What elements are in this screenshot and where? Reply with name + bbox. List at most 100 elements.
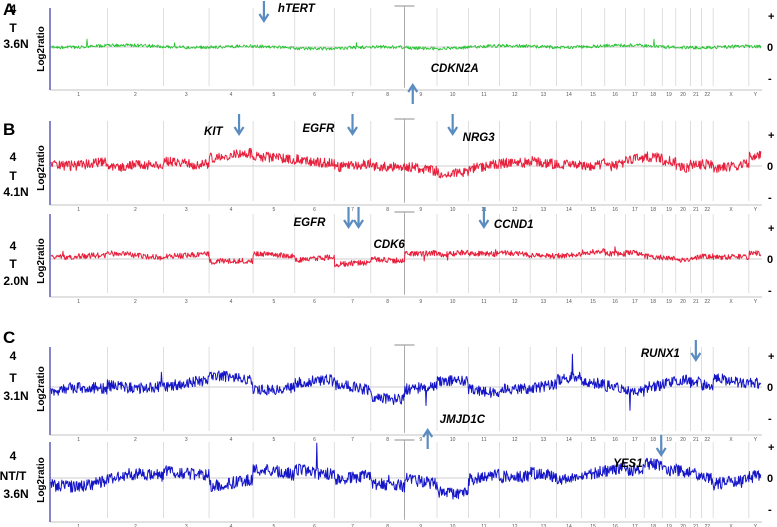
right-axis-tick-zero: 0	[767, 382, 773, 394]
chromosome-tick-label: 17	[632, 299, 638, 305]
log2-ratio-trace	[50, 38, 762, 51]
chromosome-tick-label: 15	[590, 437, 596, 443]
chromosome-tick-label: 9	[419, 207, 422, 213]
chromosome-tick-label: 3	[185, 524, 188, 527]
gene-annotation: YES1	[613, 435, 667, 470]
chromosome-tick-label: 12	[512, 299, 518, 305]
chromosome-tick-label: 21	[693, 524, 699, 527]
y-axis-label: Log2ratio	[36, 366, 47, 412]
gene-annotation: RUNX1	[641, 340, 702, 363]
chromosome-tick-label: X	[729, 207, 733, 213]
chromosome-tick-label: 22	[704, 299, 710, 305]
gene-label: JMJD1C	[440, 414, 486, 426]
chromosome-tick-label: 21	[693, 207, 699, 213]
arrow-head	[447, 126, 459, 137]
sample-label-line2: T	[9, 21, 17, 35]
chromosome-tick-label: 11	[481, 524, 486, 527]
chromosome-tick-label: 14	[566, 92, 572, 98]
arrow-head	[690, 352, 702, 363]
chromosome-tick-label: 2	[134, 524, 137, 527]
chromosome-tick-label: Y	[754, 299, 758, 305]
arrow-head	[233, 126, 245, 137]
chromosome-tick-label: 19	[666, 524, 672, 527]
chromosome-tick-label: 14	[566, 437, 572, 443]
chromosome-tick-label: 15	[590, 524, 596, 527]
y-axis-label: Log2ratio	[36, 145, 47, 191]
right-axis-tick-minus: -	[768, 73, 772, 85]
chromosome-tick-label: 4	[230, 207, 233, 213]
chromosome-tick-label: 10	[450, 524, 456, 527]
sample-label-line2: T	[9, 169, 17, 183]
sample-label-line1: 4	[10, 349, 17, 363]
chromosome-tick-label: Y	[754, 92, 758, 98]
gene-label: NRG3	[463, 132, 496, 144]
chromosome-tick-label: 6	[313, 524, 316, 527]
chromosome-tick-label: 19	[666, 437, 672, 443]
chromosome-tick-label: 1	[77, 92, 80, 98]
right-axis-tick-minus: -	[768, 285, 772, 297]
arrow-head	[343, 219, 354, 230]
chromosome-tick-label: 20	[680, 437, 686, 443]
chromosome-tick-label: 19	[666, 92, 672, 98]
chromosome-tick-label: 2	[134, 92, 137, 98]
gene-label: EGFR	[294, 217, 327, 229]
sample-label-line1: 4	[10, 449, 17, 463]
gene-label: CDKN2A	[431, 63, 479, 75]
cgh-track-2: 12345678910111213141516171819202122XY+0-…	[3, 114, 774, 213]
sample-label-line2: T	[9, 371, 17, 385]
chromosome-tick-label: 17	[632, 524, 638, 527]
right-axis-tick-minus: -	[768, 413, 772, 425]
chromosome-tick-label: 22	[704, 92, 710, 98]
chromosome-tick-label: 14	[566, 524, 572, 527]
chromosome-tick-label: 15	[590, 92, 596, 98]
gene-label: KIT	[204, 126, 224, 138]
chromosome-tick-label: 1	[77, 524, 80, 527]
chromosome-tick-label: 5	[273, 92, 276, 98]
chromosome-tick-label: 15	[590, 207, 596, 213]
chromosome-tick-label: 12	[512, 524, 518, 527]
y-axis-label: Log2ratio	[36, 26, 47, 72]
gene-label: CCND1	[494, 219, 534, 231]
chromosome-tick-label: 4	[230, 437, 233, 443]
chromosome-tick-label: 18	[650, 207, 656, 213]
chromosome-tick-label: 16	[612, 524, 618, 527]
chromosome-tick-label: 8	[386, 524, 389, 527]
chromosome-tick-label: 9	[419, 92, 422, 98]
right-axis-tick-zero: 0	[767, 161, 773, 173]
chromosome-tick-label: 2	[134, 299, 137, 305]
sample-label-line1: 4	[10, 239, 17, 253]
gene-label: hTERT	[278, 3, 316, 15]
chromosome-tick-label: 21	[693, 299, 699, 305]
right-axis-tick-plus: +	[768, 11, 774, 23]
chromosome-tick-label: X	[729, 437, 733, 443]
chromosome-tick-label: 10	[450, 207, 456, 213]
gene-annotation: CDKN2A	[407, 63, 479, 104]
chromosome-tick-label: 13	[541, 92, 547, 98]
right-axis-tick-zero: 0	[767, 473, 773, 485]
gene-label: CDK6	[374, 239, 406, 251]
chromosome-tick-label: 9	[419, 299, 422, 305]
gene-annotation: hTERT	[258, 1, 316, 24]
chromosome-tick-label: Y	[754, 437, 758, 443]
chromosome-tick-label: X	[729, 299, 733, 305]
chromosome-tick-label: 13	[541, 524, 547, 527]
chromosome-tick-label: 17	[632, 437, 638, 443]
chromosome-tick-label: 11	[481, 92, 486, 98]
arrow-head	[347, 126, 358, 137]
chromosome-tick-label: 13	[541, 207, 547, 213]
chromosome-tick-label: 7	[351, 92, 354, 98]
chromosome-tick-label: 4	[230, 524, 233, 527]
chromosome-tick-label: 10	[450, 437, 456, 443]
sample-label-line3: 3.6N	[3, 37, 28, 51]
chromosome-tick-label: 5	[273, 437, 276, 443]
cgh-track-3: 1 2 3 4 5 6 7 8 9 10 11 12 13 14 15 16 17 18 19 20 21 22 X Y+0-…	[3, 207, 774, 305]
panel-letter: C	[3, 328, 15, 347]
arrow-head	[655, 447, 667, 458]
chromosome-tick-label: 14	[566, 299, 572, 305]
chromosome-tick-label: 6	[313, 207, 316, 213]
chromosome-tick-label: 8	[386, 207, 389, 213]
chromosome-tick-label: 7	[351, 299, 354, 305]
cgh-track-4: 1 2 3 4 5 6 7 8 9 10 11 12 13 14 15 16 17 18 19 20 21 22 X Y+0-…	[3, 328, 774, 449]
chromosome-tick-label: 3	[185, 207, 188, 213]
y-axis-label: Log2ratio	[36, 238, 47, 284]
